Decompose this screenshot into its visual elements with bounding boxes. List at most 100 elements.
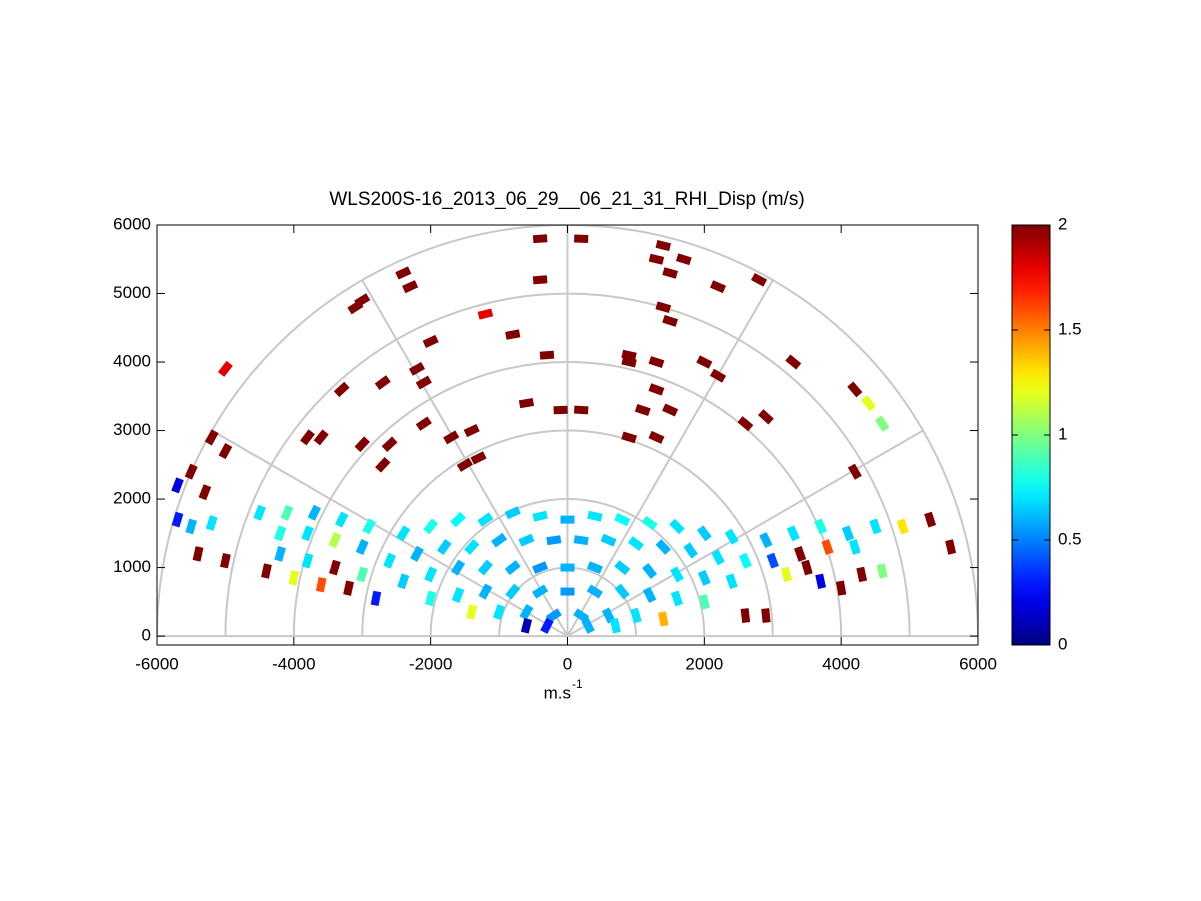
cell — [766, 552, 779, 569]
cell — [466, 604, 478, 620]
colorbar-tick-label: 1.5 — [1058, 319, 1082, 338]
cell — [274, 525, 287, 542]
cell — [539, 350, 555, 360]
cell — [532, 561, 549, 574]
cell — [477, 512, 494, 527]
cell — [184, 463, 198, 480]
cell — [396, 525, 411, 542]
cell — [648, 383, 665, 396]
y-tick-label: 2000 — [113, 489, 151, 508]
cell — [518, 533, 535, 547]
cell — [945, 539, 957, 555]
cell — [374, 375, 391, 390]
cell — [675, 253, 692, 266]
cell — [641, 515, 658, 531]
cell — [477, 308, 494, 320]
cell — [315, 577, 327, 593]
cell — [786, 525, 800, 542]
cell — [655, 240, 672, 252]
grid-ray — [361, 279, 569, 637]
cell — [504, 560, 521, 576]
cell — [848, 539, 861, 555]
cell — [347, 300, 364, 315]
cell — [697, 569, 711, 586]
cell — [328, 532, 342, 549]
cell — [307, 504, 322, 521]
cell — [836, 580, 847, 596]
cell — [658, 611, 669, 627]
cell — [648, 430, 665, 444]
cell — [600, 533, 617, 547]
cell — [423, 518, 439, 535]
cell — [518, 397, 535, 409]
cell — [711, 549, 725, 566]
cell — [662, 403, 679, 417]
cell — [504, 506, 521, 520]
cell — [410, 545, 424, 562]
cell — [876, 563, 888, 579]
cell — [491, 532, 508, 548]
cell — [540, 617, 554, 634]
cell — [724, 528, 739, 545]
colorbar-tick-label: 0.5 — [1058, 529, 1082, 548]
cell — [696, 525, 712, 542]
cell — [253, 504, 266, 521]
cell — [343, 580, 354, 596]
cell — [519, 604, 534, 621]
cell — [794, 545, 807, 562]
cell — [422, 334, 439, 349]
cell — [814, 518, 828, 535]
x-tick-label: -4000 — [272, 654, 315, 673]
cell — [397, 573, 410, 590]
cell — [758, 409, 774, 425]
cell — [218, 443, 233, 460]
cell — [581, 617, 595, 634]
cell — [532, 234, 548, 244]
cell — [408, 361, 426, 376]
cell — [198, 484, 212, 501]
y-tick-label: 3000 — [113, 420, 151, 439]
cell — [288, 570, 300, 586]
cell — [274, 546, 286, 562]
cells — [171, 234, 957, 634]
grid-ray — [566, 429, 924, 637]
cell — [395, 266, 412, 280]
y-tick-label: 4000 — [113, 352, 151, 371]
cell — [587, 510, 603, 522]
cell — [642, 586, 657, 604]
cell — [662, 314, 679, 327]
cell — [354, 436, 370, 453]
cell — [220, 553, 231, 569]
cell — [573, 405, 589, 415]
cell — [301, 525, 314, 542]
cell — [801, 559, 813, 576]
cell — [856, 566, 868, 583]
x-axis-label: m.s — [544, 683, 571, 702]
cell — [821, 539, 834, 555]
cell — [532, 275, 548, 285]
cell — [443, 430, 460, 445]
cell — [545, 608, 562, 623]
cell — [300, 429, 315, 446]
cell — [627, 536, 644, 551]
cell — [560, 587, 575, 596]
cell — [709, 368, 727, 383]
cell — [861, 395, 876, 412]
x-tick-label: 2000 — [685, 654, 723, 673]
cell — [738, 552, 752, 569]
cell — [553, 405, 568, 415]
cell — [751, 272, 768, 287]
cell — [171, 477, 184, 494]
cell — [614, 583, 630, 600]
cell — [261, 563, 272, 579]
cell — [450, 511, 466, 528]
cell — [896, 518, 909, 535]
cell — [785, 354, 802, 370]
cell — [560, 563, 575, 572]
chart-title: WLS200S-16_2013_06_29__06_21_31_RHI_Disp… — [329, 189, 804, 210]
cell — [614, 513, 631, 527]
x-tick-label: -6000 — [135, 654, 178, 673]
cell — [356, 566, 369, 583]
cell — [759, 532, 773, 549]
